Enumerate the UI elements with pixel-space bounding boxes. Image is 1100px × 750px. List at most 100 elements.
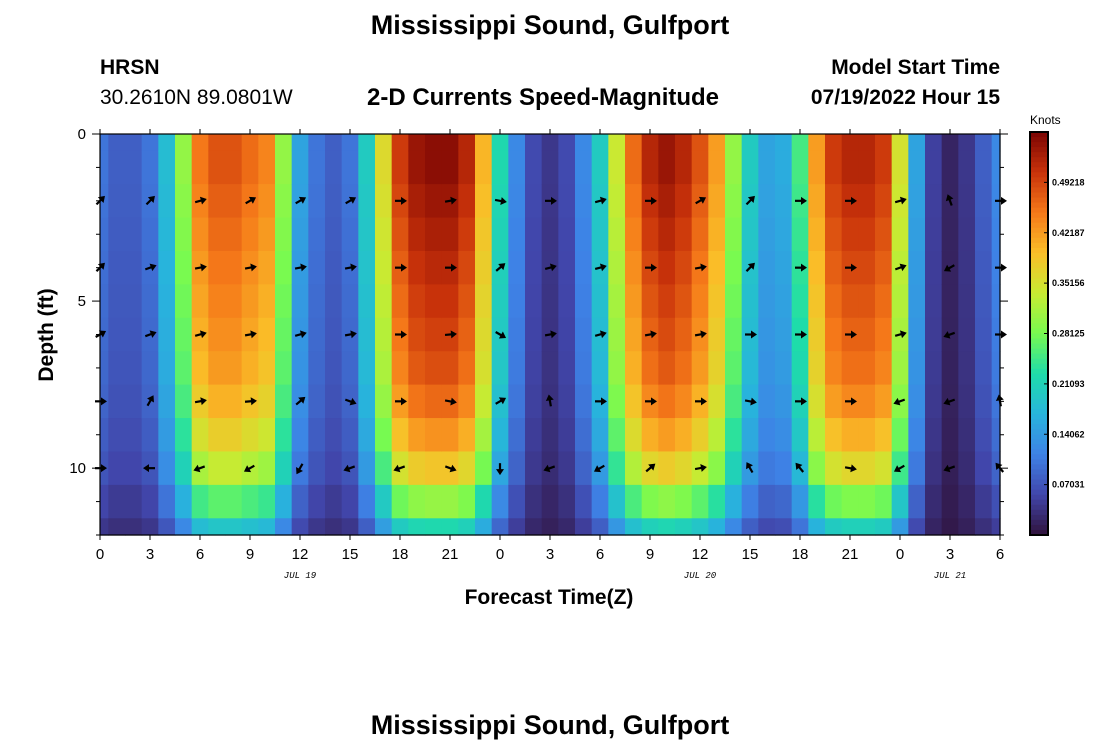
heatmap-cell [100, 134, 109, 152]
heatmap-cell [291, 284, 309, 319]
heatmap-cell [708, 250, 726, 285]
heatmap-cell [475, 451, 493, 486]
heatmap-cell [191, 351, 209, 386]
heatmap-cell [175, 150, 193, 185]
heatmap-cell [925, 384, 943, 419]
colorbar-segment [1030, 363, 1048, 370]
heatmap-cell [958, 150, 976, 185]
heatmap-cell [908, 217, 926, 252]
heatmap-cell [975, 284, 993, 319]
heatmap-cell [375, 317, 393, 352]
current-direction-arrow [393, 464, 406, 473]
heatmap-cell [558, 184, 576, 219]
heatmap-cell [908, 418, 926, 453]
heatmap-cell [425, 351, 443, 386]
heatmap-cell [925, 217, 943, 252]
heatmap-cell [891, 134, 909, 152]
heatmap-cell [775, 150, 793, 185]
colorbar-segment [1030, 152, 1048, 158]
heatmap-cell [508, 518, 526, 536]
heatmap-cell [175, 217, 193, 252]
heatmap-cell [175, 250, 193, 285]
heatmap-cell [691, 284, 709, 319]
colorbar-segment [1030, 388, 1048, 395]
heatmap-cell [458, 284, 476, 319]
heatmap-cell [125, 134, 143, 152]
heatmap-cell [100, 317, 109, 352]
colorbar-segment [1030, 338, 1048, 345]
heatmap-cell [791, 217, 809, 252]
heatmap-cell [408, 317, 426, 352]
colorbar-segment [1030, 162, 1048, 168]
heatmap-cell [758, 184, 776, 219]
heatmap-cell [308, 184, 326, 219]
heatmap-cell [675, 384, 693, 419]
heatmap-cell [191, 518, 209, 536]
x-tick-label: 12 [292, 546, 309, 563]
heatmap-cell [308, 134, 326, 152]
heatmap-cell [675, 484, 693, 519]
heatmap-cell [325, 284, 343, 319]
heatmap-cell [641, 284, 659, 319]
heatmap-cell [608, 351, 626, 386]
current-direction-arrow [795, 330, 807, 339]
heatmap-cell [258, 150, 276, 185]
heatmap-cell [758, 451, 776, 486]
chart-subtitle: 2-D Currents Speed-Magnitude [367, 84, 720, 111]
current-direction-arrow [695, 196, 707, 205]
heatmap-cell [758, 284, 776, 319]
heatmap-cell [258, 518, 276, 536]
heatmap-cell [358, 518, 376, 536]
heatmap-cell [100, 351, 109, 386]
heatmap-cell [491, 518, 509, 536]
heatmap-cell [108, 217, 126, 252]
heatmap-cell [991, 418, 1001, 453]
heatmap-cell [691, 134, 709, 152]
heatmap-cell [175, 284, 193, 319]
heatmap-cell [325, 184, 343, 219]
heatmap-cell [925, 418, 943, 453]
current-direction-arrow [244, 263, 257, 272]
heatmap-cell [591, 284, 609, 319]
heatmap-cell [558, 451, 576, 486]
heatmap-cell [841, 150, 859, 185]
heatmap-cell [225, 250, 243, 285]
heatmap-cell [691, 418, 709, 453]
heatmap-cell [758, 317, 776, 352]
heatmap-cell [158, 150, 176, 185]
heatmap-cell [158, 484, 176, 519]
heatmap-cell [958, 518, 976, 536]
heatmap-cell [925, 184, 943, 219]
heatmap-cell [675, 518, 693, 536]
heatmap-cell [308, 217, 326, 252]
heatmap-cell [808, 384, 826, 419]
heatmap-cell [725, 484, 743, 519]
heatmap-cell [208, 217, 226, 252]
heatmap-cell [558, 351, 576, 386]
colorbar-segment [1030, 343, 1048, 350]
heatmap-cell [325, 134, 343, 152]
heatmap-cell [941, 284, 959, 319]
heatmap-cell [758, 484, 776, 519]
heatmap-cell [241, 134, 259, 152]
heatmap-cell [258, 317, 276, 352]
x-tick-label: 6 [196, 546, 204, 563]
heatmap-cell [375, 150, 393, 185]
heatmap-cell [825, 451, 843, 486]
x-date-label: JUL 19 [284, 571, 317, 581]
heatmap-cell [375, 418, 393, 453]
heatmap-cell [258, 451, 276, 486]
colorbar-segment [1030, 293, 1048, 299]
heatmap-cell [741, 351, 759, 386]
heatmap-cell [975, 317, 993, 352]
colorbar-segment [1030, 212, 1048, 219]
colorbar-segment [1030, 278, 1048, 284]
heatmap-cell [658, 418, 676, 453]
heatmap-cell [308, 150, 326, 185]
colorbar-segment [1030, 509, 1048, 516]
heatmap-cell [658, 351, 676, 386]
heatmap-cell [125, 384, 143, 419]
heatmap-cell [425, 484, 443, 519]
station-id: HRSN [100, 56, 160, 79]
heatmap-cell [941, 134, 959, 152]
